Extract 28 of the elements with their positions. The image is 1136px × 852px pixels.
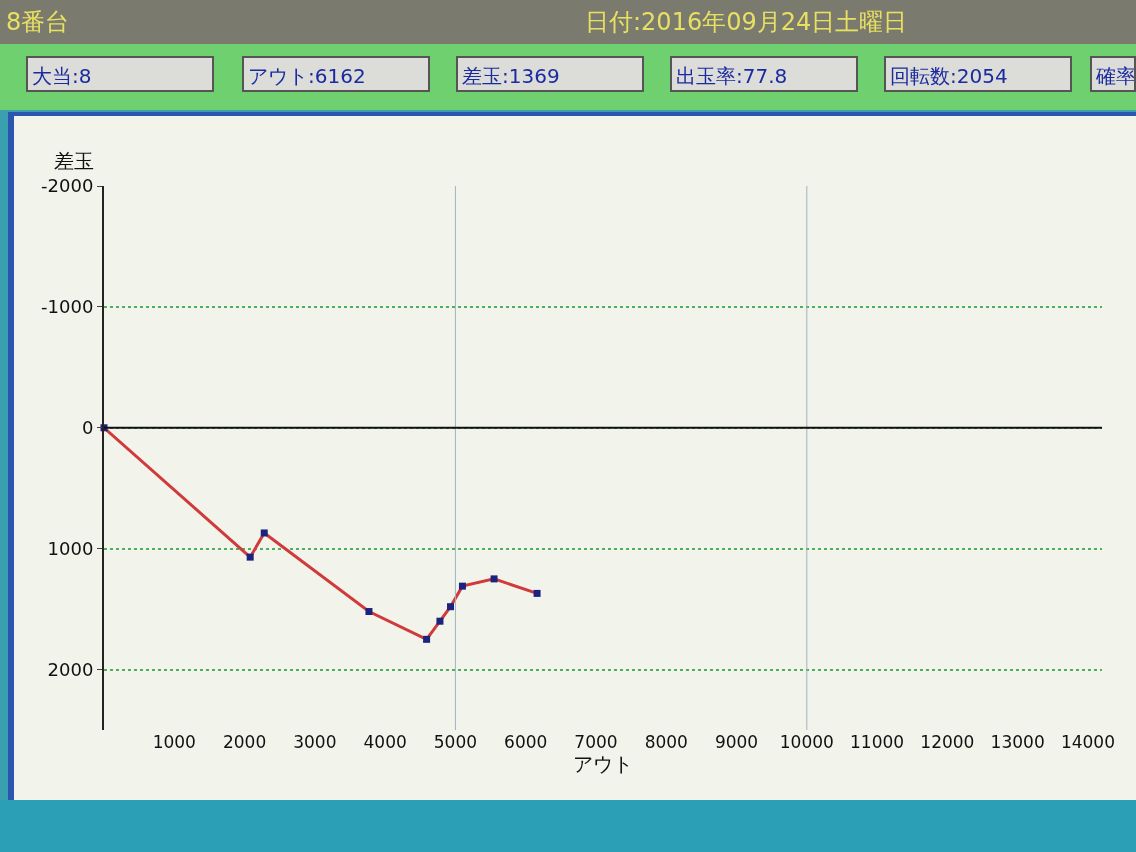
x-tick-label: 10000: [779, 732, 834, 752]
x-tick-label: 13000: [990, 732, 1045, 752]
x-tick-label: 1000: [152, 732, 196, 752]
y-tick-label: -2000: [41, 175, 94, 197]
chart-subtitle: 日付:2016年09月24日土曜日: [585, 7, 908, 38]
x-tick-label: 6000: [504, 732, 548, 752]
x-tick-label: 2000: [222, 732, 267, 752]
x-tick-label: 3000: [293, 732, 337, 752]
text: 大当:8: [26, 56, 214, 92]
x-tick-label: 12000: [920, 732, 975, 752]
y-tick-label: 1000: [47, 537, 94, 559]
x-tick-label: 7000: [574, 732, 618, 752]
y-tick-label: -1000: [41, 296, 94, 318]
y-tick-label: 2000: [47, 658, 94, 680]
x-tick-label: 4000: [363, 732, 407, 752]
text: 出玉率:77.8: [670, 56, 858, 92]
x-tick-label: 9000: [714, 732, 759, 752]
y-axis-title: 差玉: [54, 149, 94, 173]
x-axis-title: アウト: [573, 752, 633, 776]
x-tick-label: 8000: [644, 732, 688, 752]
x-tick-label: 14000: [1060, 732, 1115, 752]
y-tick-label: 0: [81, 417, 94, 439]
x-tick-label: 5000: [433, 732, 478, 752]
x-tick-label: 11000: [850, 732, 905, 752]
text: 回転数:2054: [884, 56, 1072, 92]
text: 差玉:1369: [456, 56, 644, 92]
text: アウト:6162: [242, 56, 430, 92]
chart-title: 8番台: [6, 7, 70, 38]
